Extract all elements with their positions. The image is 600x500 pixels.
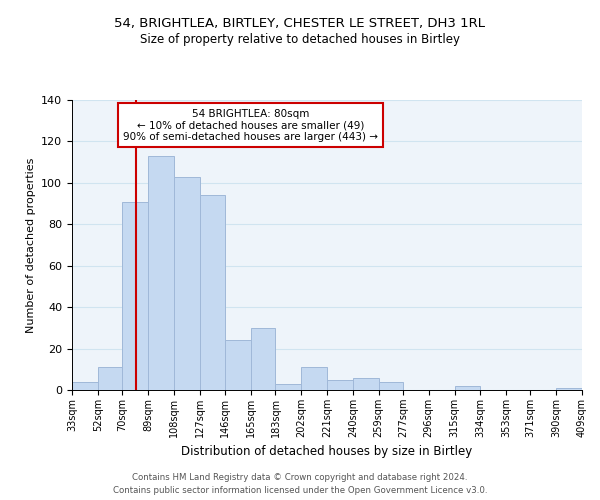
Bar (98, 367, 122, 390)
Text: 54, BRIGHTLEA, BIRTLEY, CHESTER LE STREET, DH3 1RL: 54, BRIGHTLEA, BIRTLEY, CHESTER LE STREE… (115, 18, 485, 30)
Bar (275, 384, 301, 390)
Bar (174, 176, 199, 390)
Bar (379, 382, 403, 390)
Bar (199, 196, 225, 390)
Bar (455, 386, 480, 390)
Bar (148, 156, 174, 390)
Text: Contains HM Land Registry data © Crown copyright and database right 2024.
Contai: Contains HM Land Registry data © Crown c… (113, 474, 487, 495)
Bar (353, 378, 379, 390)
Bar (301, 367, 327, 390)
Bar (122, 202, 148, 390)
Y-axis label: Number of detached properties: Number of detached properties (26, 158, 35, 332)
Bar (72, 382, 98, 390)
Text: 54 BRIGHTLEA: 80sqm
← 10% of detached houses are smaller (49)
90% of semi-detach: 54 BRIGHTLEA: 80sqm ← 10% of detached ho… (123, 108, 378, 142)
Bar (225, 340, 251, 390)
X-axis label: Distribution of detached houses by size in Birtley: Distribution of detached houses by size … (181, 446, 473, 458)
Bar (251, 328, 275, 390)
Bar (556, 388, 582, 390)
Bar (327, 380, 353, 390)
Text: Size of property relative to detached houses in Birtley: Size of property relative to detached ho… (140, 32, 460, 46)
